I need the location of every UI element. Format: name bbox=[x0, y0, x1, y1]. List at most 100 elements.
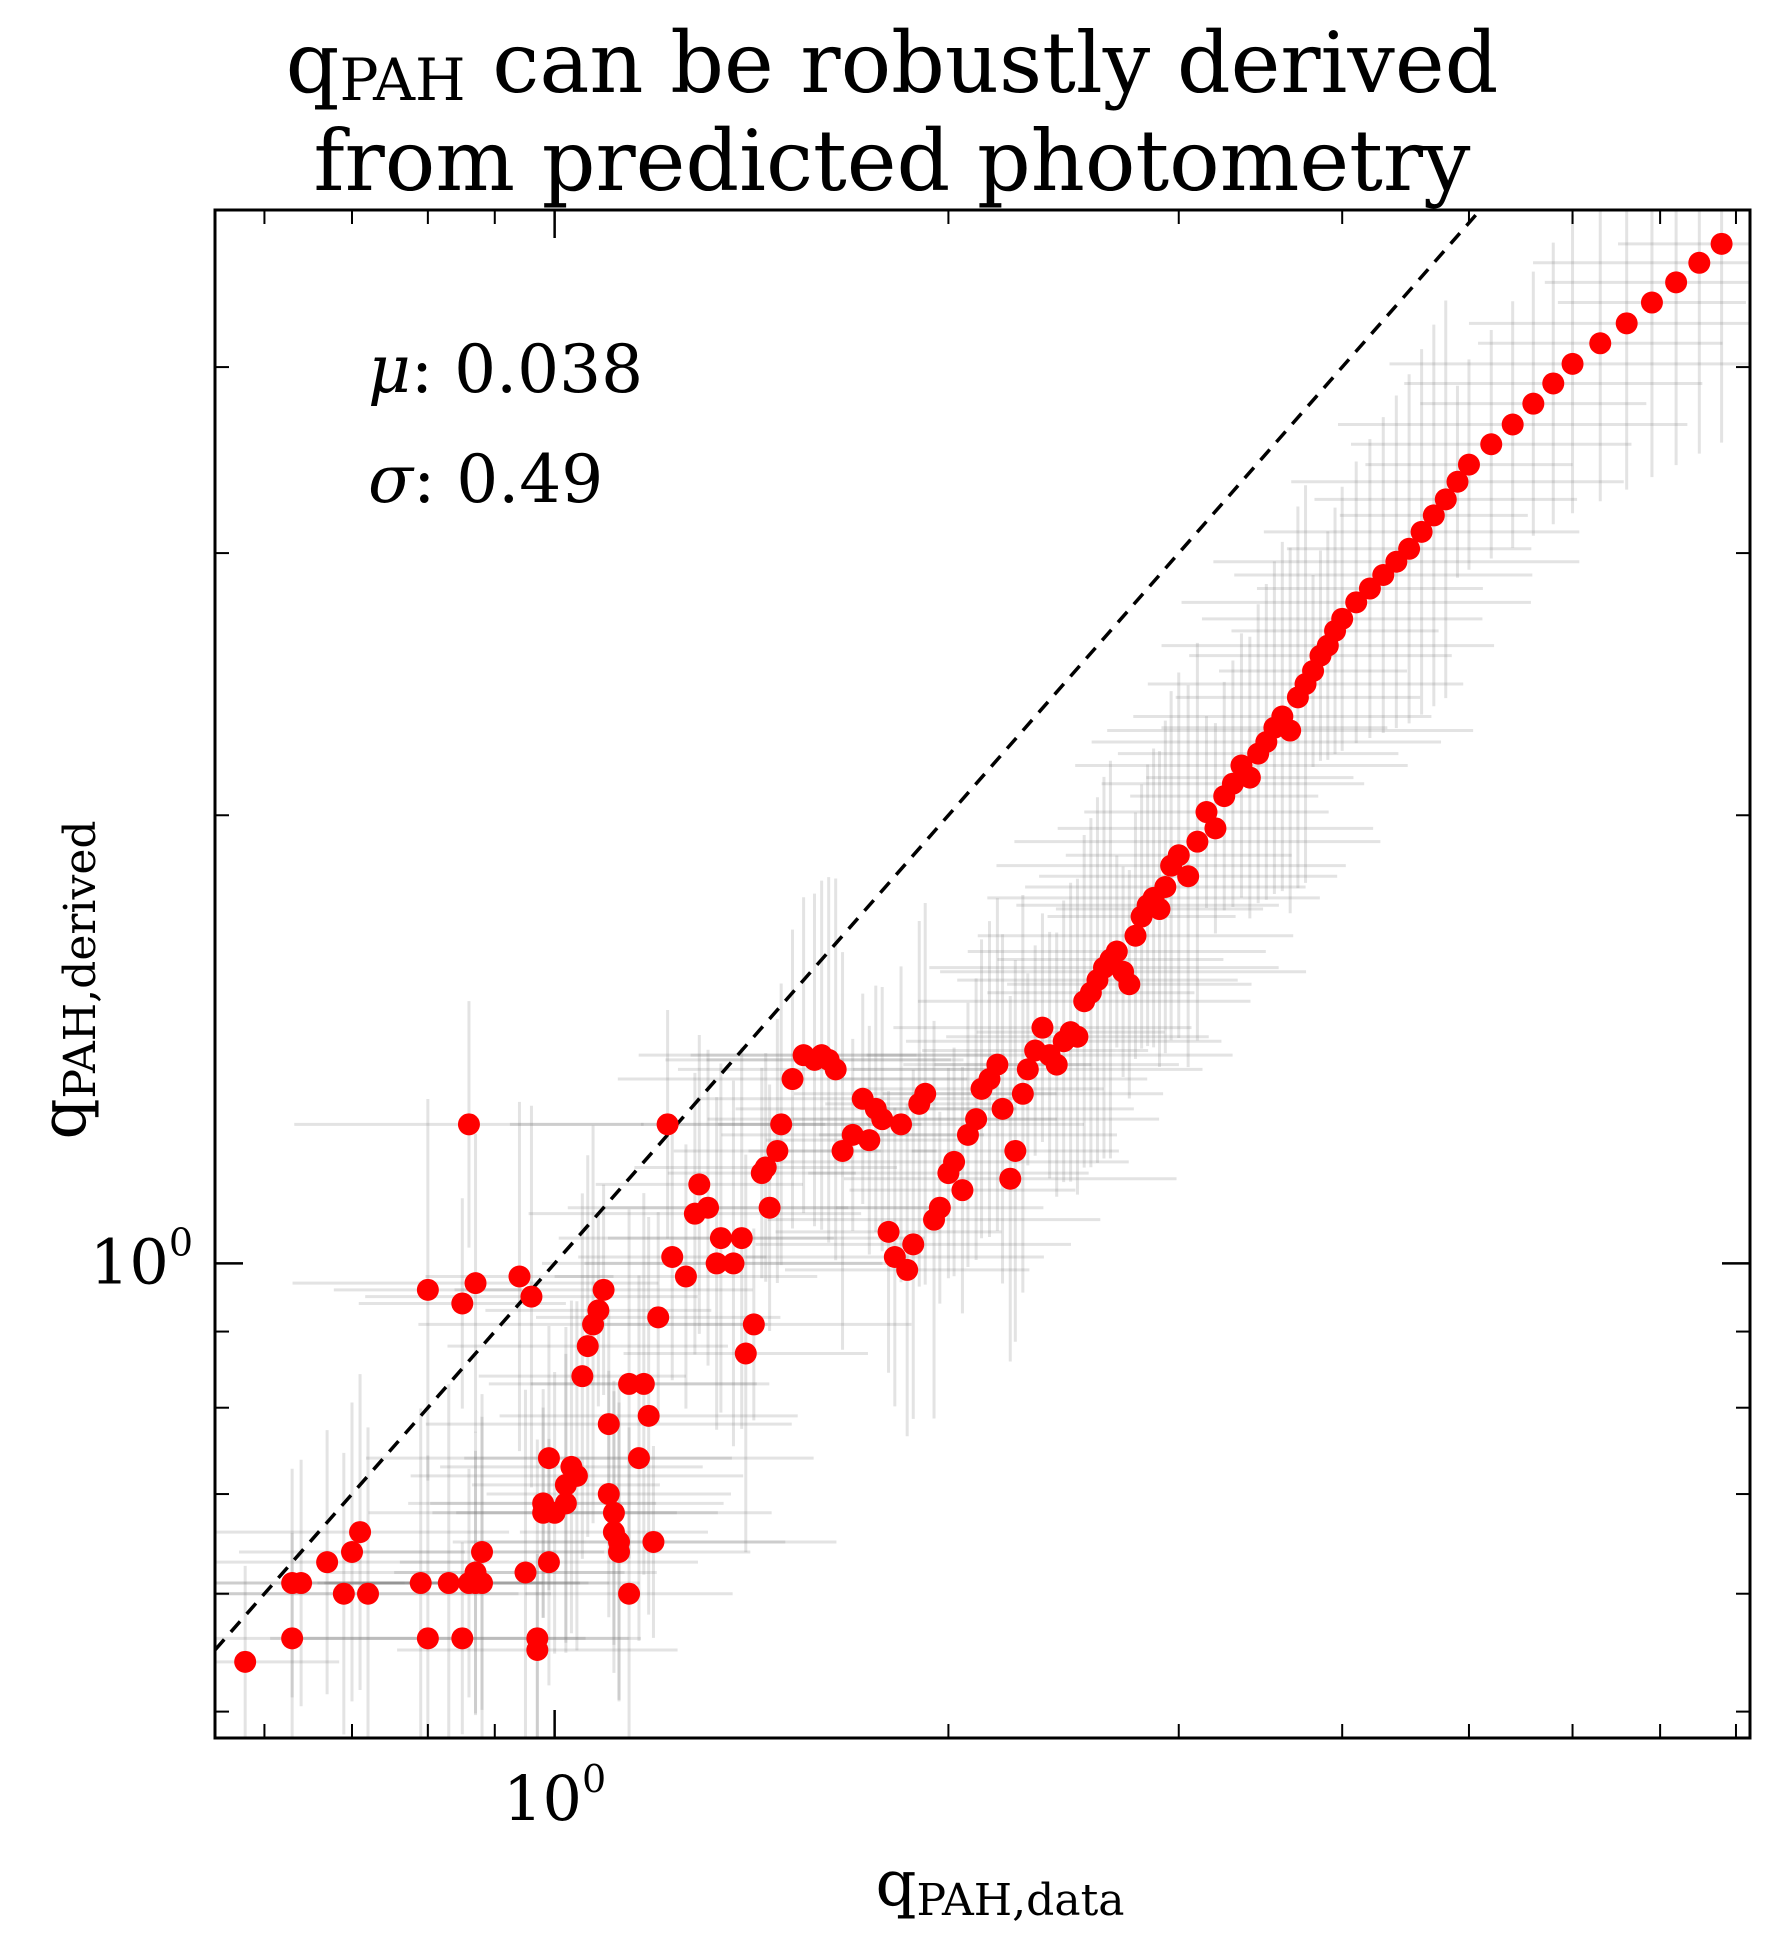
data-point bbox=[642, 1530, 665, 1553]
data-point bbox=[514, 1561, 537, 1584]
data-point bbox=[537, 1551, 560, 1574]
data-point bbox=[914, 1082, 937, 1105]
y-axis-label-sub: PAH,derived bbox=[55, 820, 106, 1098]
data-point bbox=[1446, 470, 1469, 493]
x-tick-label: 100 bbox=[503, 1757, 606, 1835]
stat-annotation-value: : 0.49 bbox=[413, 441, 603, 518]
data-point bbox=[332, 1582, 355, 1605]
data-point bbox=[722, 1252, 745, 1275]
data-point bbox=[824, 1058, 847, 1081]
stat-annotation-symbol: μ bbox=[368, 331, 411, 408]
data-point bbox=[742, 1313, 765, 1336]
data-point bbox=[1542, 372, 1565, 395]
data-point bbox=[766, 1139, 789, 1162]
data-point bbox=[537, 1447, 560, 1470]
data-point bbox=[1238, 766, 1261, 789]
data-point bbox=[991, 1097, 1014, 1120]
data-point bbox=[1279, 719, 1302, 742]
data-point bbox=[1480, 433, 1503, 456]
data-point bbox=[999, 1167, 1022, 1190]
data-point bbox=[1589, 332, 1612, 355]
plot-frame bbox=[213, 208, 1752, 1740]
data-point bbox=[1186, 830, 1209, 853]
errorbar-group bbox=[215, 210, 1750, 1738]
data-point bbox=[632, 1372, 655, 1395]
data-point bbox=[341, 1540, 364, 1563]
data-point bbox=[457, 1113, 480, 1136]
one-to-one-line bbox=[215, 210, 1482, 1652]
data-point bbox=[1004, 1139, 1027, 1162]
data-point bbox=[1422, 504, 1445, 527]
data-point bbox=[896, 1258, 919, 1281]
data-point bbox=[437, 1572, 460, 1595]
data-point bbox=[576, 1335, 599, 1358]
data-point bbox=[416, 1627, 439, 1650]
data-point bbox=[871, 1108, 894, 1131]
data-point bbox=[943, 1150, 966, 1173]
data-point bbox=[234, 1650, 257, 1673]
data-point bbox=[858, 1129, 881, 1152]
data-point bbox=[290, 1572, 313, 1595]
data-point bbox=[1118, 973, 1141, 996]
data-point bbox=[464, 1272, 487, 1295]
data-point bbox=[1045, 1053, 1068, 1076]
x-tick-label-base: 10 bbox=[503, 1762, 582, 1835]
data-point bbox=[526, 1638, 549, 1661]
data-point bbox=[1434, 488, 1457, 511]
x-axis-label-sub: PAH,data bbox=[916, 1875, 1124, 1926]
data-point bbox=[565, 1464, 588, 1487]
data-point bbox=[637, 1404, 660, 1427]
y-axis-label-base: q bbox=[27, 1099, 101, 1140]
stat-annotation: μ: 0.038 bbox=[368, 331, 643, 408]
data-point bbox=[1105, 940, 1128, 963]
data-point bbox=[597, 1483, 620, 1506]
x-axis-label-base: q bbox=[876, 1847, 917, 1921]
data-point bbox=[1066, 1025, 1089, 1048]
data-point bbox=[571, 1365, 594, 1388]
data-point bbox=[416, 1278, 439, 1301]
data-point bbox=[1561, 352, 1584, 375]
data-point bbox=[451, 1627, 474, 1650]
data-point bbox=[316, 1551, 339, 1574]
data-point bbox=[357, 1582, 380, 1605]
data-point bbox=[471, 1572, 494, 1595]
data-point bbox=[1016, 1058, 1039, 1081]
data-point bbox=[587, 1299, 610, 1322]
data-point bbox=[688, 1173, 711, 1196]
title-rest: can be robustly derived bbox=[466, 14, 1499, 112]
plot-content bbox=[215, 210, 1750, 1738]
data-point bbox=[1640, 291, 1663, 314]
data-point bbox=[471, 1540, 494, 1563]
data-point bbox=[1031, 1016, 1054, 1039]
data-point bbox=[1710, 232, 1733, 255]
data-point bbox=[705, 1252, 728, 1275]
data-point bbox=[1331, 607, 1354, 630]
data-point bbox=[877, 1220, 900, 1243]
data-point bbox=[951, 1179, 974, 1202]
data-point bbox=[781, 1068, 804, 1091]
data-point bbox=[349, 1521, 372, 1544]
data-point bbox=[770, 1113, 793, 1136]
data-point bbox=[902, 1233, 925, 1256]
data-point bbox=[734, 1342, 757, 1365]
data-point bbox=[1457, 453, 1480, 476]
title-q: q bbox=[286, 14, 340, 112]
data-point bbox=[592, 1278, 615, 1301]
data-point bbox=[986, 1053, 1009, 1076]
data-point bbox=[1221, 772, 1244, 795]
x-axis-label: qPAH,data bbox=[876, 1847, 1125, 1926]
data-point bbox=[1154, 875, 1177, 898]
y-axis-label: qPAH,derived bbox=[27, 820, 106, 1139]
data-point bbox=[1204, 817, 1227, 840]
title-sub: PAH bbox=[339, 46, 465, 114]
data-point bbox=[674, 1265, 697, 1288]
points-group bbox=[234, 232, 1733, 1673]
data-point bbox=[1195, 801, 1218, 824]
data-point bbox=[656, 1113, 679, 1136]
y-tick-label-exp: 0 bbox=[169, 1220, 193, 1264]
data-point bbox=[965, 1108, 988, 1131]
data-point bbox=[409, 1572, 432, 1595]
data-point bbox=[709, 1227, 732, 1250]
data-point bbox=[554, 1492, 577, 1515]
